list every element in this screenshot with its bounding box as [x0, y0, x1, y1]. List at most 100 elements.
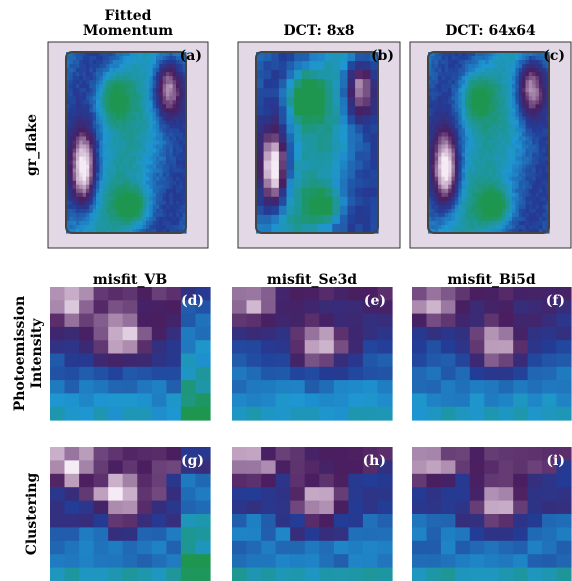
- pixel: [247, 554, 262, 568]
- pixel: [256, 143, 264, 153]
- pixel: [271, 115, 279, 125]
- pixel: [302, 115, 310, 125]
- pixel: [445, 56, 449, 61]
- pixel: [181, 568, 196, 581]
- row-label: Photoemission: [12, 296, 28, 412]
- pixel: [79, 161, 83, 166]
- pixel: [305, 393, 320, 407]
- pixel: [129, 157, 133, 162]
- pixel: [256, 79, 264, 89]
- pixel: [276, 287, 291, 301]
- pixel: [179, 177, 183, 182]
- pixel: [94, 300, 109, 314]
- pixel: [499, 340, 514, 354]
- pixel: [290, 340, 305, 354]
- pixel: [528, 407, 543, 421]
- pixel: [355, 179, 363, 189]
- pixel: [499, 474, 514, 488]
- pixel: [94, 460, 109, 474]
- pixel: [334, 474, 349, 488]
- pixel: [129, 205, 133, 210]
- pixel: [94, 380, 109, 394]
- panel: [48, 42, 208, 248]
- pixel: [65, 554, 80, 568]
- pixel: [445, 92, 449, 97]
- pixel: [271, 133, 279, 143]
- pixel: [181, 501, 196, 515]
- pixel: [468, 76, 472, 81]
- pixel: [99, 100, 103, 105]
- pixel: [137, 460, 152, 474]
- pixel: [261, 300, 276, 314]
- pixel: [441, 501, 456, 515]
- pixel: [412, 501, 427, 515]
- pixel: [89, 161, 93, 166]
- pixel: [232, 380, 247, 394]
- pixel: [89, 92, 93, 97]
- pixel: [468, 80, 472, 85]
- pixel: [445, 128, 449, 133]
- pixel: [309, 206, 317, 216]
- pixel: [232, 568, 247, 581]
- pixel: [108, 514, 123, 528]
- pixel: [455, 487, 470, 501]
- pixel: [528, 340, 543, 354]
- pixel: [181, 541, 196, 555]
- pixel: [50, 527, 65, 541]
- pixel: [169, 88, 173, 93]
- pixel: [294, 161, 302, 171]
- pixel: [484, 354, 499, 368]
- pixel: [196, 514, 211, 528]
- pixel: [109, 157, 113, 162]
- pixel: [412, 474, 427, 488]
- pixel: [340, 197, 348, 207]
- pixel: [109, 84, 113, 89]
- pixel: [441, 354, 456, 368]
- pixel: [412, 327, 427, 341]
- pixel: [271, 170, 279, 180]
- pixel: [94, 501, 109, 515]
- pixel: [505, 132, 509, 137]
- pixel: [264, 161, 272, 171]
- pixel: [528, 287, 543, 301]
- pixel: [169, 209, 173, 214]
- pixel: [159, 88, 163, 93]
- pixel: [99, 149, 103, 154]
- pixel: [108, 393, 123, 407]
- pixel: [232, 554, 247, 568]
- pixel: [123, 327, 138, 341]
- pixel: [129, 116, 133, 121]
- pixel: [557, 527, 572, 541]
- pixel: [69, 201, 73, 206]
- pixel: [69, 145, 73, 150]
- pixel: [348, 354, 363, 368]
- pixel: [470, 340, 485, 354]
- pixel: [149, 100, 153, 105]
- pixel: [279, 170, 287, 180]
- pixel: [513, 554, 528, 568]
- pixel: [302, 143, 310, 153]
- pixel: [427, 327, 442, 341]
- pixel: [108, 354, 123, 368]
- pixel: [149, 209, 153, 214]
- pixel: [468, 64, 472, 69]
- pixel: [179, 132, 183, 137]
- pixel: [363, 133, 371, 143]
- pixel: [137, 568, 152, 581]
- pixel: [445, 197, 449, 202]
- pixel: [378, 314, 393, 328]
- pixel: [159, 84, 163, 89]
- pixel: [271, 124, 279, 134]
- pixel: [123, 568, 138, 581]
- pixel: [152, 327, 167, 341]
- pixel: [169, 185, 173, 190]
- pixel: [287, 161, 295, 171]
- pixel: [363, 179, 371, 189]
- pixel: [79, 96, 83, 101]
- pixel: [363, 161, 371, 171]
- pixel: [441, 487, 456, 501]
- pixel: [348, 161, 356, 171]
- pixel: [276, 393, 291, 407]
- pixel: [89, 124, 93, 129]
- pixel: [119, 169, 123, 174]
